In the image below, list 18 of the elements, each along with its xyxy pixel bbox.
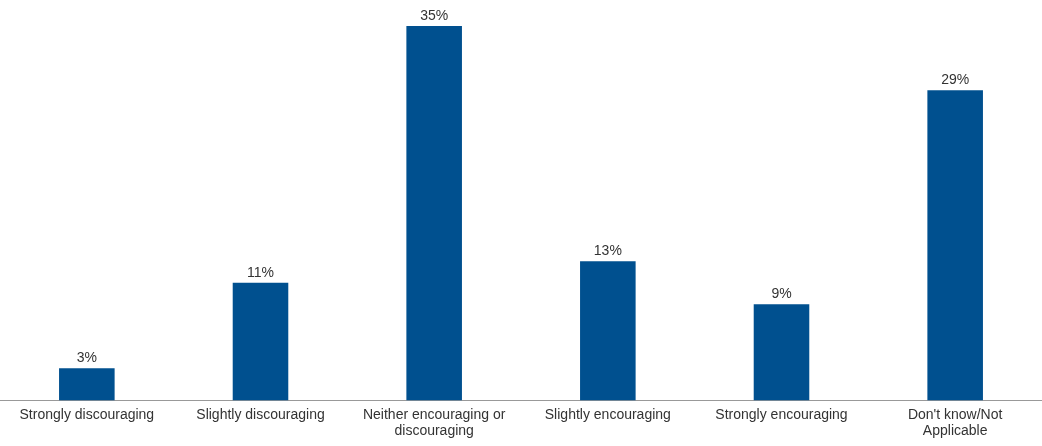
x-tick-label: Strongly encouraging: [715, 405, 848, 422]
bar: [580, 261, 636, 401]
x-tick-label: Slightly encouraging: [544, 405, 671, 422]
x-tick-label: Don't know/Not Applicable: [907, 405, 1003, 439]
data-label: 11%: [247, 263, 274, 280]
data-label: 13%: [593, 242, 622, 259]
bar: [232, 282, 289, 401]
data-label: 3%: [76, 349, 97, 366]
x-tick-label: Slightly discouraging: [196, 405, 325, 422]
x-tick-label: Strongly discouraging: [19, 405, 155, 422]
bar: [927, 90, 983, 401]
data-label: 29%: [941, 71, 970, 88]
bar: [406, 26, 462, 401]
data-label: 35%: [420, 6, 449, 23]
bar: [59, 368, 115, 401]
bar: [753, 304, 810, 401]
x-tick-label: Neither encouraging or discouraging: [362, 405, 506, 439]
data-label: 9%: [771, 284, 792, 301]
